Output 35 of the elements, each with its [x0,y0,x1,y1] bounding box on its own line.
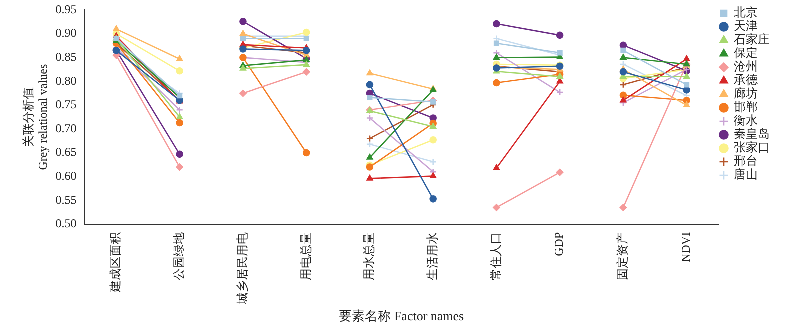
legend-label: 邯郸 [734,100,758,114]
legend-label: 保定 [734,46,758,60]
legend-label: 邢台 [734,154,758,168]
legend-label: 秦皇岛 [734,127,770,142]
y-tick-label: 0.85 [56,50,77,64]
legend-label: 石家庄 [734,32,770,47]
x-tick-label: 常住人口 [488,232,503,280]
legend-label: 天津 [734,19,758,34]
legend-label: 张家口 [734,140,770,155]
legend-label: 承德 [734,73,758,88]
y-tick-label: 0.50 [56,216,77,231]
x-tick-label: 建成区面积 [108,232,123,294]
x-tick-label: 用水总量 [362,232,376,280]
x-tick-label: 固定资产 [616,232,630,280]
legend-label: 衡水 [734,114,758,128]
y-axis-title: 关联分析值 Grey relational values [21,64,50,170]
x-tick-label: 用电总量 [298,232,313,280]
x-tick-label: 公园绿地 [172,232,186,280]
legend-label: 唐山 [734,168,758,182]
x-tick-label: 生活用水 [425,232,440,280]
x-axis-title: 要素名称 Factor names [339,308,464,324]
x-tick-label: GDP [552,232,566,256]
y-tick-label: 0.80 [56,74,77,88]
y-tick-label: 0.95 [56,2,77,16]
y-tick-label: 0.60 [56,168,77,183]
y-tick-label: 0.70 [56,121,77,136]
y-tick-label: 0.55 [56,192,77,207]
y-tick-label: 0.90 [56,26,77,40]
y-tick-label: 0.65 [56,145,77,160]
x-tick-label: 城乡居民用电 [235,232,250,306]
legend-label: 沧州 [734,60,758,74]
y-tick-label: 0.75 [56,98,77,112]
x-tick-label: NDVI [678,232,693,262]
legend-label: 北京 [734,6,758,20]
legend-label: 廊坊 [734,86,758,101]
